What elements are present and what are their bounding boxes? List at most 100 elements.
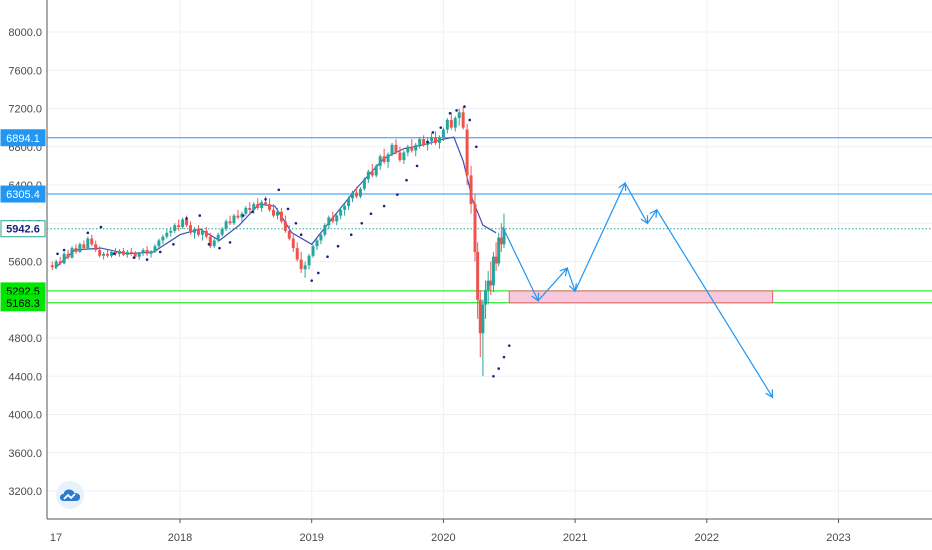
candle-body xyxy=(343,206,347,210)
candle xyxy=(58,256,62,266)
candle xyxy=(169,227,173,237)
candle xyxy=(469,165,473,214)
candle xyxy=(161,234,165,245)
candle-body xyxy=(220,228,224,235)
candle-body xyxy=(323,225,327,235)
parabolic-sar xyxy=(56,105,511,378)
candle-body xyxy=(422,139,426,145)
candle-body xyxy=(489,280,493,286)
candle-body xyxy=(216,234,220,241)
sar-dot xyxy=(218,246,221,250)
candle xyxy=(204,227,208,239)
y-tick-label: 3200.0 xyxy=(8,486,42,498)
candle-body xyxy=(232,215,236,224)
candle xyxy=(476,242,480,319)
sar-dot xyxy=(492,374,495,378)
sar-dot xyxy=(468,118,472,122)
price-badge-bg xyxy=(0,129,46,147)
candle-body xyxy=(279,211,283,222)
candle xyxy=(481,299,485,377)
candle xyxy=(437,135,441,149)
candle xyxy=(173,223,177,233)
sar-dot xyxy=(86,231,90,235)
candle xyxy=(323,223,327,237)
candle xyxy=(216,232,220,243)
sar-dot xyxy=(241,214,245,217)
candle xyxy=(106,250,110,258)
y-tick-label: 4800.0 xyxy=(8,333,42,345)
sar-dot xyxy=(497,367,501,370)
candle-body xyxy=(173,225,177,231)
ma-line xyxy=(54,136,497,269)
candle-body xyxy=(295,248,299,260)
candle-body xyxy=(204,230,208,237)
candle-body xyxy=(74,248,78,252)
candle-body xyxy=(260,202,264,208)
sar-dot xyxy=(294,221,298,225)
x-tick-label: 2021 xyxy=(563,532,587,544)
candle-body xyxy=(141,250,145,253)
candle xyxy=(497,232,501,267)
candle-body xyxy=(499,237,503,245)
candle xyxy=(196,225,200,237)
candle-body xyxy=(354,192,358,197)
candle xyxy=(358,186,362,199)
sar-dot xyxy=(132,256,136,259)
candle-body xyxy=(129,251,133,254)
candle xyxy=(366,169,370,184)
candle-body xyxy=(177,225,181,228)
candle xyxy=(374,163,378,178)
y-tick-label: 4000.0 xyxy=(8,410,42,422)
projection-line[interactable] xyxy=(502,181,774,398)
sar-dot xyxy=(502,355,506,359)
support-zone-rect[interactable] xyxy=(508,290,774,304)
candle xyxy=(165,228,169,239)
candle xyxy=(461,106,465,130)
candle xyxy=(410,139,414,153)
candle-body xyxy=(331,217,335,222)
candle-body xyxy=(98,250,102,256)
sar-dot xyxy=(336,244,340,248)
candlestick-series xyxy=(50,106,506,377)
candle xyxy=(445,118,449,134)
tradingview-cloud-icon[interactable] xyxy=(56,481,84,509)
candle xyxy=(382,148,386,164)
sar-dot xyxy=(405,178,408,182)
sar-dot xyxy=(172,242,175,246)
candle xyxy=(129,248,133,256)
projection-arrowhead xyxy=(618,181,627,192)
candle xyxy=(70,246,74,259)
candle xyxy=(315,238,319,251)
sar-dot xyxy=(185,217,188,220)
sar-dot xyxy=(448,111,452,115)
sar-dot xyxy=(310,279,314,282)
sar-dot xyxy=(207,242,211,246)
candle-body xyxy=(394,144,398,153)
candle xyxy=(110,250,114,258)
candle-body xyxy=(268,204,272,210)
support-zone[interactable] xyxy=(508,290,774,304)
candle xyxy=(478,290,482,358)
candle xyxy=(327,215,331,229)
candle-body xyxy=(484,290,488,305)
candle xyxy=(390,142,394,157)
candle xyxy=(74,244,78,254)
candle-body xyxy=(398,152,402,161)
price-badge: 6894.1 xyxy=(0,129,46,147)
projection-arrowhead xyxy=(640,215,649,225)
candle xyxy=(370,163,374,178)
candle-body xyxy=(90,238,94,245)
candle-body xyxy=(66,253,70,258)
candle xyxy=(453,116,457,132)
sar-dot xyxy=(439,126,443,129)
sar-dot xyxy=(56,252,59,256)
candle xyxy=(228,215,232,226)
y-tick-label: 7200.0 xyxy=(8,104,42,116)
candle xyxy=(414,142,418,157)
candle xyxy=(433,131,437,145)
candle-body xyxy=(110,251,114,256)
candle-body xyxy=(347,198,351,207)
projection-path[interactable] xyxy=(502,181,774,399)
projection-arrowhead xyxy=(765,389,774,399)
